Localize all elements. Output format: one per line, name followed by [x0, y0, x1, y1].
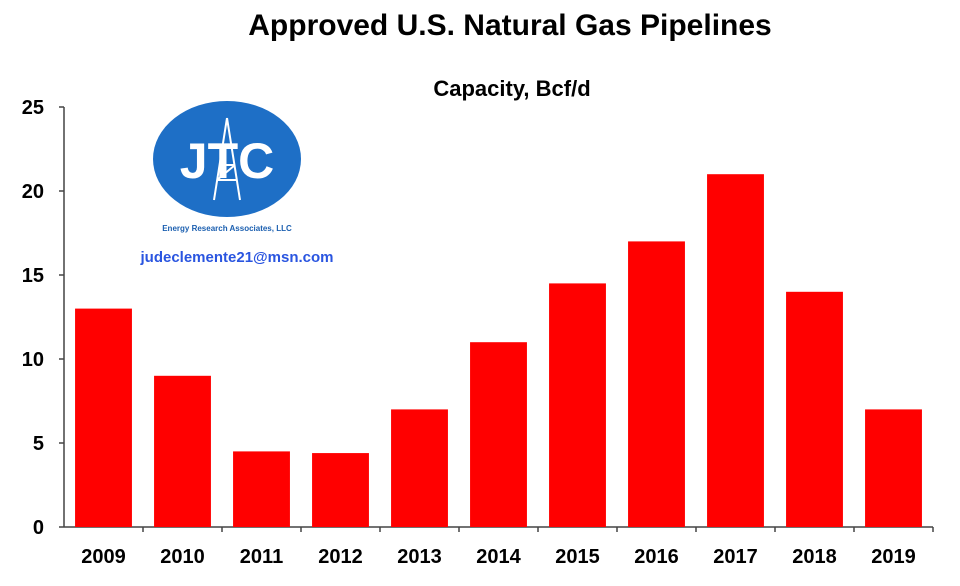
- x-tick-label-2012: 2012: [318, 546, 363, 568]
- y-tick-label: 0: [33, 517, 44, 539]
- bar-2013: [391, 409, 448, 527]
- logo-ellipse: [153, 101, 301, 217]
- x-tick-label-2015: 2015: [555, 546, 600, 568]
- y-tick-label: 15: [22, 265, 44, 287]
- x-tick-label-2011: 2011: [240, 546, 283, 568]
- bar-2010: [154, 375, 211, 527]
- bar-2009: [75, 308, 132, 527]
- x-tick-label-2009: 2009: [81, 546, 126, 568]
- contact-email: judeclemente21@msn.com: [139, 249, 333, 266]
- chart-subtitle: Capacity, Bcf/d: [433, 76, 590, 101]
- x-tick-label-2017: 2017: [713, 546, 758, 568]
- jtc-logo: JTC Energy Research Associates, LLC jude…: [139, 101, 334, 266]
- logo-subtext: Energy Research Associates, LLC: [162, 224, 292, 233]
- x-axis-labels: 2009 2010 2011 2012 2013 2014 2015 2016 2017 2018…: [81, 527, 934, 568]
- bar-2014: [470, 342, 527, 527]
- bar-2011: [233, 451, 290, 527]
- x-tick-label-2010: 2010: [160, 546, 205, 568]
- bar-2019: [865, 409, 922, 527]
- chart-title: Approved U.S. Natural Gas Pipelines: [248, 9, 771, 42]
- derrick-icon: [213, 117, 241, 201]
- bar-2018: [786, 291, 843, 527]
- x-tick-label-2019: 2019: [871, 546, 916, 568]
- bars: [75, 174, 922, 527]
- x-tick-label-2013: 2013: [397, 546, 442, 568]
- x-tick-label-2016: 2016: [634, 546, 679, 568]
- x-tick-label-2018: 2018: [792, 546, 837, 568]
- bar-2017: [707, 174, 764, 527]
- y-tick-label: 5: [33, 433, 44, 455]
- y-tick-label: 20: [22, 181, 44, 203]
- y-tick-label: 10: [22, 349, 44, 371]
- x-tick-label-2014: 2014: [476, 546, 521, 568]
- y-tick-label: 25: [22, 97, 44, 119]
- y-axis-ticks: 0 5 10 15 20 25: [22, 97, 64, 539]
- bar-2015: [549, 283, 606, 527]
- bar-2012: [312, 453, 369, 527]
- bar-2016: [628, 241, 685, 527]
